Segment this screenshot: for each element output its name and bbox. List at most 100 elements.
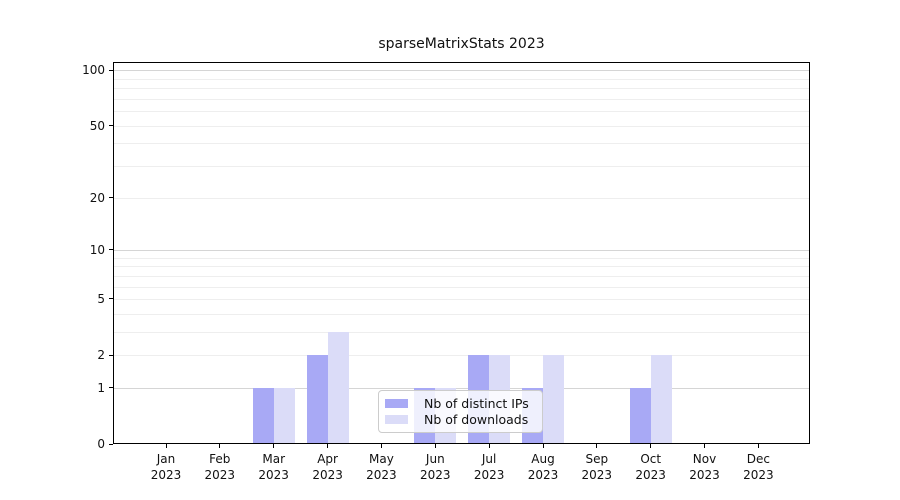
x-tick-year: 2023 [581, 468, 613, 482]
x-tick-mark [219, 444, 221, 448]
minor-gridline [113, 266, 810, 268]
x-tick-mark [165, 444, 167, 448]
bar-distinct-ips [629, 387, 651, 444]
y-tick-label: 5 [97, 291, 105, 306]
x-tick-year: 2023 [527, 468, 559, 482]
x-tick-mark [757, 444, 759, 448]
x-tick-mark [327, 444, 329, 448]
y-tick-mark [109, 125, 113, 127]
x-tick-label: Aug 2023 [513, 451, 573, 483]
legend-swatch-distinct-ips [385, 398, 408, 408]
legend-label: Nb of downloads [424, 412, 529, 428]
y-tick-mark [109, 354, 113, 356]
legend-swatch-downloads [385, 415, 408, 425]
legend: Nb of distinct IPs Nb of downloads [378, 390, 543, 433]
x-tick-year: 2023 [366, 468, 397, 482]
bar-downloads [273, 387, 295, 444]
minor-gridline [113, 111, 810, 113]
x-tick-mark [542, 444, 544, 448]
x-tick-month: Feb [209, 452, 231, 466]
legend-label: Nb of distinct IPs [424, 395, 529, 411]
y-tick-label: 10 [89, 242, 105, 257]
x-tick-label: Jul 2023 [459, 451, 519, 483]
minor-gridline [113, 98, 810, 100]
bar-downloads [650, 355, 672, 444]
minor-gridline [113, 331, 810, 333]
major-gridline [113, 387, 810, 389]
y-tick-label: 100 [82, 63, 105, 78]
legend-item: Nb of distinct IPs [385, 395, 534, 411]
y-tick-mark [109, 387, 113, 389]
x-tick-mark [704, 444, 705, 448]
bar-downloads [327, 331, 349, 444]
x-tick-month: Sep [585, 452, 609, 466]
minor-gridline [113, 78, 810, 80]
minor-gridline [113, 355, 810, 357]
bar-distinct-ips [306, 355, 328, 444]
y-tick-mark [109, 197, 113, 198]
y-tick-label: 20 [89, 190, 105, 205]
chart-title: sparseMatrixStats 2023 [378, 36, 545, 52]
x-tick-year: 2023 [258, 468, 289, 482]
x-tick-label: Dec 2023 [728, 451, 788, 483]
x-tick-month: Jun [425, 452, 445, 466]
x-tick-label: Jan 2023 [136, 451, 196, 483]
x-tick-month: May [368, 452, 394, 466]
x-tick-year: 2023 [204, 468, 236, 482]
x-tick-year: 2023 [420, 468, 451, 482]
x-tick-month: Mar [262, 452, 285, 466]
minor-gridline [113, 125, 810, 127]
x-tick-mark [434, 444, 436, 448]
y-tick-mark [109, 249, 113, 251]
y-tick-mark [109, 298, 113, 300]
x-tick-month: Nov [692, 452, 717, 466]
major-gridline [113, 249, 810, 251]
minor-gridline [113, 166, 810, 167]
minor-gridline [113, 143, 810, 145]
bar-distinct-ips [252, 387, 274, 444]
major-gridline [113, 70, 810, 72]
x-tick-mark [273, 444, 275, 448]
x-tick-month: Apr [317, 452, 338, 466]
x-tick-month: Jul [481, 452, 497, 466]
plot-area [113, 62, 810, 444]
x-tick-month: Dec [746, 452, 770, 466]
x-tick-label: Jun 2023 [405, 451, 465, 483]
x-tick-label: Apr 2023 [298, 451, 358, 483]
minor-gridline [113, 257, 810, 259]
x-tick-year: 2023 [635, 468, 666, 482]
minor-gridline [113, 275, 810, 277]
minor-gridline [113, 197, 810, 199]
bar-downloads [542, 355, 564, 444]
x-tick-month: Oct [640, 452, 662, 466]
x-tick-label: May 2023 [351, 451, 411, 483]
y-tick-label: 0 [97, 437, 105, 451]
x-tick-year: 2023 [150, 468, 182, 482]
x-tick-month: Aug [531, 452, 555, 466]
x-tick-label: Feb 2023 [190, 451, 250, 483]
x-tick-mark [650, 444, 652, 448]
legend-item: Nb of downloads [385, 412, 534, 428]
x-tick-mark [488, 444, 490, 448]
x-tick-mark [596, 444, 598, 448]
x-tick-year: 2023 [312, 468, 343, 482]
x-tick-label: Sep 2023 [567, 451, 627, 483]
x-tick-mark [380, 444, 382, 448]
x-tick-year: 2023 [689, 468, 720, 482]
x-tick-month: Jan [156, 452, 176, 466]
y-tick-label: 2 [97, 348, 105, 363]
y-tick-mark [109, 443, 113, 445]
x-tick-year: 2023 [473, 468, 505, 482]
y-tick-mark [109, 69, 113, 71]
y-tick-label: 50 [89, 118, 105, 133]
x-tick-label: Oct 2023 [621, 451, 681, 483]
minor-gridline [113, 88, 810, 90]
y-tick-label: 1 [97, 380, 105, 395]
minor-gridline [113, 286, 810, 288]
x-tick-label: Nov 2023 [675, 451, 735, 483]
minor-gridline [113, 313, 810, 315]
x-tick-year: 2023 [743, 468, 774, 482]
x-tick-label: Mar 2023 [244, 451, 304, 483]
minor-gridline [113, 298, 810, 300]
